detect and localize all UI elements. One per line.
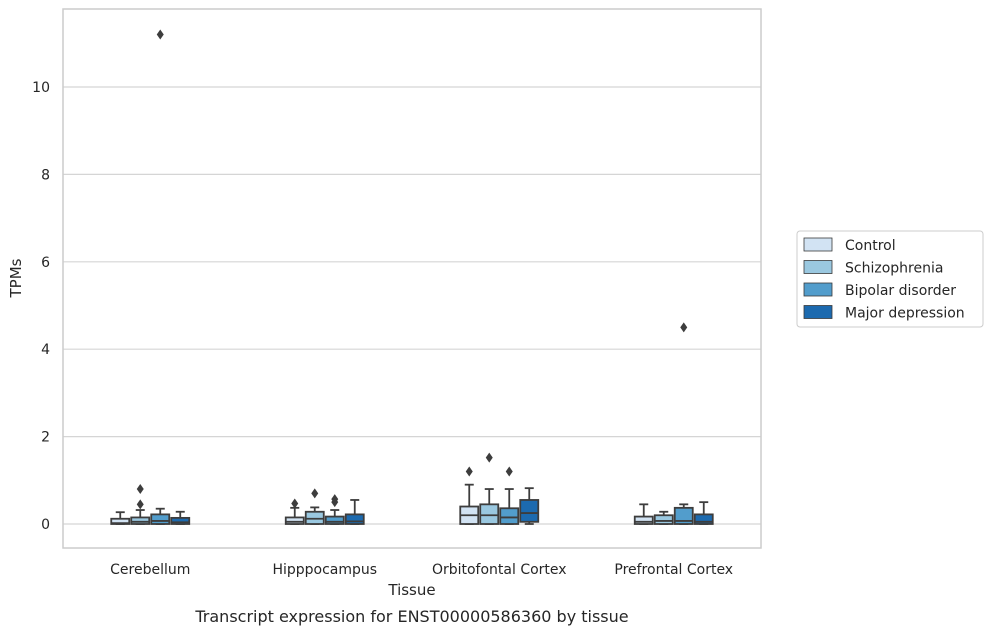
box-prefrontal-cortex [693, 501, 714, 525]
legend-frame [796, 230, 984, 328]
y-axis-ticks: 0 2 4 6 8 10 [32, 80, 50, 533]
y-tick-label: 8 [41, 167, 50, 183]
y-tick-label: 2 [41, 430, 50, 446]
iqr-box [673, 506, 694, 525]
legend-swatch [803, 305, 833, 319]
iqr-box [693, 513, 714, 525]
box-orbitofontal-cortex [519, 487, 540, 525]
outlier-point [465, 466, 473, 477]
series-major-depression [170, 487, 714, 525]
series-control [110, 466, 654, 525]
x-tick-label: Hipppocampus [272, 562, 377, 578]
box-prefrontal-cortex [653, 510, 674, 525]
y-tick-label: 4 [41, 342, 50, 358]
legend: Control Schizophrenia Bipolar disorder Majo… [796, 230, 984, 328]
x-tick-label: Prefrontal Cortex [614, 562, 733, 578]
iqr-box [170, 516, 191, 525]
box-cerebellum [170, 510, 191, 525]
chart-title: Transcript expression for ENST0000058636… [194, 607, 628, 626]
box-prefrontal-cortex [673, 322, 694, 525]
outlier-point [331, 494, 339, 505]
box-prefrontal-cortex [633, 503, 654, 525]
box-hipppocampus [304, 488, 325, 525]
iqr-box [519, 499, 540, 523]
box-hipppocampus [344, 499, 365, 525]
series-schizophrenia [130, 452, 674, 525]
iqr-box [344, 513, 365, 525]
box-cerebellum [130, 484, 151, 525]
legend-label: Schizophrenia [845, 261, 943, 277]
iqr-box [130, 516, 151, 525]
box-hipppocampus [284, 498, 305, 525]
plot-area-frame [62, 8, 762, 549]
legend-swatch [803, 282, 833, 297]
legend-swatch [803, 237, 833, 252]
outlier-point [485, 452, 493, 463]
box-series [110, 29, 714, 525]
iqr-box [150, 513, 171, 525]
outlier-point [291, 498, 299, 509]
outlier-point [136, 484, 144, 495]
legend-swatch [803, 260, 833, 274]
box-cerebellum [150, 29, 171, 525]
legend-label: Bipolar disorder [845, 283, 956, 299]
iqr-box [324, 515, 345, 525]
y-tick-label: 0 [41, 517, 50, 533]
series-bipolar-disorder [150, 29, 694, 525]
y-axis-label: TPMs [7, 258, 25, 298]
outlier-point [136, 499, 144, 510]
iqr-box [499, 507, 520, 525]
x-tick-label: Cerebellum [110, 562, 190, 578]
iqr-box [653, 514, 674, 525]
iqr-box [284, 516, 305, 525]
box-orbitofontal-cortex [499, 466, 520, 525]
gridlines [63, 86, 761, 525]
y-tick-label: 10 [32, 80, 50, 96]
y-tick-label: 6 [41, 255, 50, 271]
x-axis-ticks: Cerebellum Hipppocampus Orbitofontal Corte… [110, 562, 733, 578]
x-tick-label: Orbitofontal Cortex [432, 562, 567, 578]
box-cerebellum [110, 511, 131, 525]
outlier-point [680, 322, 688, 333]
outlier-point [505, 466, 513, 477]
iqr-box [479, 503, 500, 525]
x-axis-label: Tissue [387, 581, 435, 599]
legend-label: Control [845, 238, 896, 254]
box-hipppocampus [324, 494, 345, 525]
box-orbitofontal-cortex [479, 452, 500, 525]
outlier-point [311, 488, 319, 499]
outlier-point [156, 29, 164, 40]
legend-label: Major depression [845, 306, 965, 322]
box-orbitofontal-cortex [459, 466, 480, 525]
iqr-box [633, 515, 654, 525]
